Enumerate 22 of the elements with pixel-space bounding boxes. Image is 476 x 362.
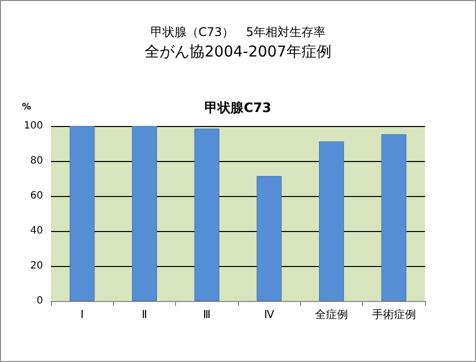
x-tick-label: 手術症例 bbox=[372, 308, 416, 321]
chart-subtitle: 全がん協2004-2007年症例 bbox=[144, 42, 332, 60]
x-tick-label: Ⅳ bbox=[264, 308, 276, 321]
y-tick-label: 100 bbox=[24, 120, 43, 132]
bar bbox=[319, 141, 344, 301]
y-tick-label: 20 bbox=[30, 260, 43, 272]
chart-title: 甲状腺（C73） 5年相対生存率 bbox=[150, 25, 326, 39]
y-axis-title: % bbox=[22, 102, 31, 112]
y-tick-label: 80 bbox=[30, 156, 43, 166]
bar bbox=[381, 134, 406, 301]
x-tick-label: Ⅱ bbox=[142, 308, 148, 321]
y-tick-label: 40 bbox=[30, 226, 43, 236]
bar bbox=[132, 126, 157, 301]
y-tick-label: 0 bbox=[36, 296, 43, 306]
text: 甲状腺C73 bbox=[204, 101, 272, 116]
bar bbox=[256, 176, 282, 301]
y-tick-label: 60 bbox=[30, 190, 43, 202]
bar bbox=[70, 126, 95, 301]
x-tick-label: Ⅲ bbox=[203, 308, 211, 321]
bar bbox=[194, 128, 220, 301]
x-tick-label: Ⅰ bbox=[80, 308, 84, 321]
x-tick-label: 全症例 bbox=[315, 308, 348, 321]
